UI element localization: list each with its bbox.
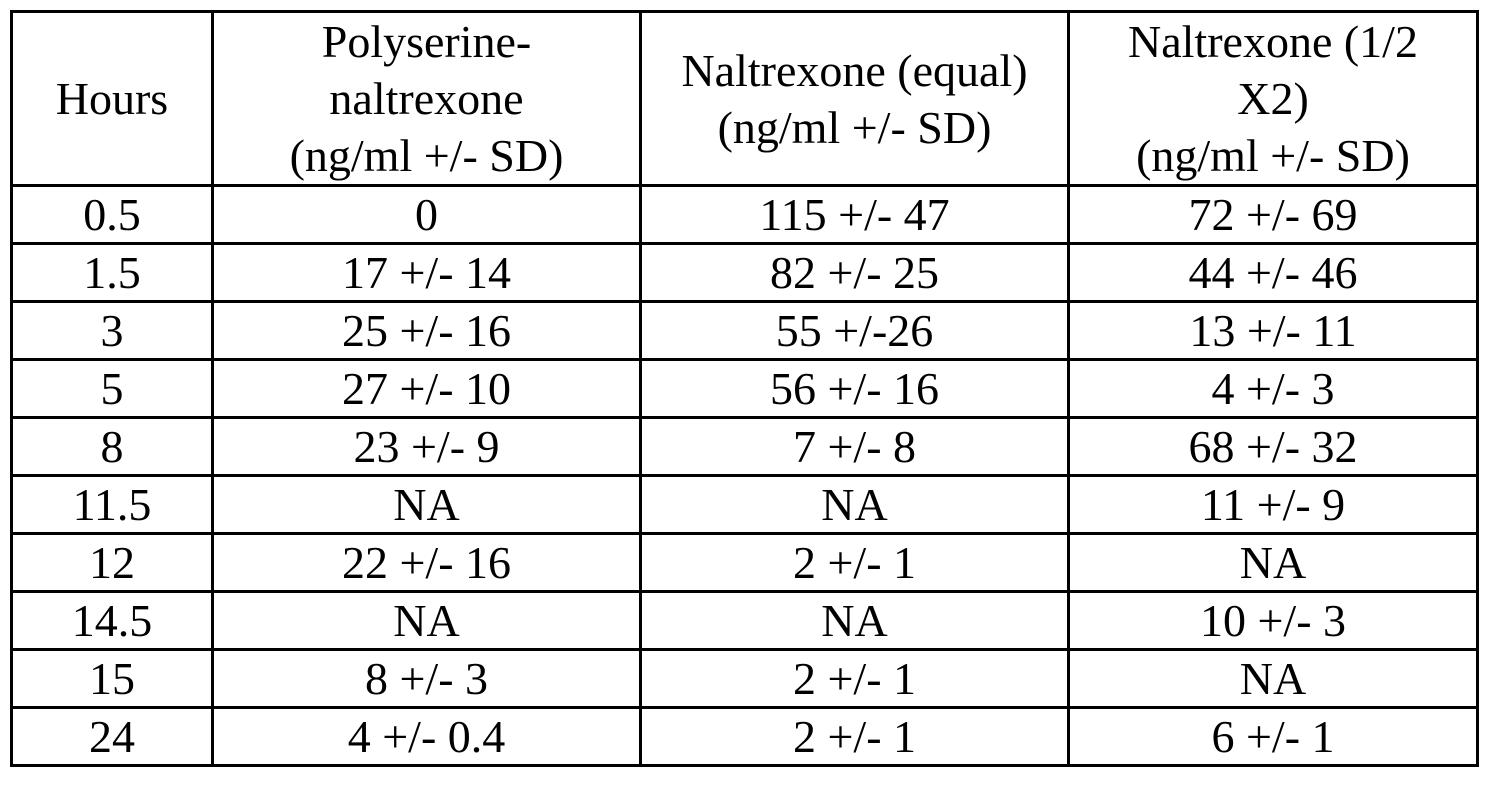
cell-naltrexone-half-x2: 11 +/- 9 bbox=[1069, 476, 1478, 534]
cell-hours: 12 bbox=[12, 534, 213, 592]
cell-naltrexone-equal: 115 +/- 47 bbox=[641, 186, 1069, 244]
cell-naltrexone-half-x2: 44 +/- 46 bbox=[1069, 244, 1478, 302]
cell-hours: 5 bbox=[12, 360, 213, 418]
header-naltrexone-half-x2: Naltrexone (1/2 X2) (ng/ml +/- SD) bbox=[1069, 12, 1478, 186]
cell-naltrexone-equal: 7 +/- 8 bbox=[641, 418, 1069, 476]
cell-hours: 3 bbox=[12, 302, 213, 360]
header-polyserine-naltrexone: Polyserine- naltrexone (ng/ml +/- SD) bbox=[213, 12, 641, 186]
cell-polyserine-naltrexone: 8 +/- 3 bbox=[213, 650, 641, 708]
table-row: 11.5NANA11 +/- 9 bbox=[12, 476, 1478, 534]
header-row: Hours Polyserine- naltrexone (ng/ml +/- … bbox=[12, 12, 1478, 186]
cell-hours: 24 bbox=[12, 708, 213, 766]
cell-hours: 14.5 bbox=[12, 592, 213, 650]
table-row: 527 +/- 1056 +/- 164 +/- 3 bbox=[12, 360, 1478, 418]
cell-polyserine-naltrexone: 22 +/- 16 bbox=[213, 534, 641, 592]
header-line: (ng/ml +/- SD) bbox=[214, 127, 639, 184]
cell-naltrexone-equal: 56 +/- 16 bbox=[641, 360, 1069, 418]
cell-polyserine-naltrexone: 23 +/- 9 bbox=[213, 418, 641, 476]
cell-polyserine-naltrexone: 27 +/- 10 bbox=[213, 360, 641, 418]
cell-polyserine-naltrexone: NA bbox=[213, 476, 641, 534]
table-row: 0.50115 +/- 4772 +/- 69 bbox=[12, 186, 1478, 244]
cell-polyserine-naltrexone: 4 +/- 0.4 bbox=[213, 708, 641, 766]
header-naltrexone-equal: Naltrexone (equal) (ng/ml +/- SD) bbox=[641, 12, 1069, 186]
table-row: 1222 +/- 162 +/- 1NA bbox=[12, 534, 1478, 592]
table-row: 244 +/- 0.42 +/- 16 +/- 1 bbox=[12, 708, 1478, 766]
cell-naltrexone-half-x2: 6 +/- 1 bbox=[1069, 708, 1478, 766]
table-row: 14.5NANA10 +/- 3 bbox=[12, 592, 1478, 650]
header-line: Naltrexone (equal) bbox=[642, 42, 1067, 99]
cell-naltrexone-equal: 2 +/- 1 bbox=[641, 708, 1069, 766]
cell-naltrexone-equal: 2 +/- 1 bbox=[641, 534, 1069, 592]
header-hours: Hours bbox=[12, 12, 213, 186]
cell-naltrexone-half-x2: 13 +/- 11 bbox=[1069, 302, 1478, 360]
cell-naltrexone-equal: 55 +/-26 bbox=[641, 302, 1069, 360]
cell-naltrexone-equal: NA bbox=[641, 592, 1069, 650]
table-body: 0.50115 +/- 4772 +/- 691.517 +/- 1482 +/… bbox=[12, 186, 1478, 766]
cell-polyserine-naltrexone: 0 bbox=[213, 186, 641, 244]
header-line: Polyserine- bbox=[214, 13, 639, 70]
table-row: 823 +/- 97 +/- 868 +/- 32 bbox=[12, 418, 1478, 476]
cell-hours: 0.5 bbox=[12, 186, 213, 244]
header-line: X2) bbox=[1070, 70, 1476, 127]
cell-naltrexone-equal: 2 +/- 1 bbox=[641, 650, 1069, 708]
cell-naltrexone-half-x2: NA bbox=[1069, 534, 1478, 592]
table-row: 158 +/- 32 +/- 1NA bbox=[12, 650, 1478, 708]
header-line: Naltrexone (1/2 bbox=[1070, 13, 1476, 70]
header-line: (ng/ml +/- SD) bbox=[1070, 127, 1476, 184]
cell-hours: 15 bbox=[12, 650, 213, 708]
header-line: (ng/ml +/- SD) bbox=[642, 99, 1067, 156]
table-header: Hours Polyserine- naltrexone (ng/ml +/- … bbox=[12, 12, 1478, 186]
data-table: Hours Polyserine- naltrexone (ng/ml +/- … bbox=[10, 10, 1479, 767]
cell-naltrexone-half-x2: NA bbox=[1069, 650, 1478, 708]
cell-hours: 1.5 bbox=[12, 244, 213, 302]
cell-naltrexone-half-x2: 4 +/- 3 bbox=[1069, 360, 1478, 418]
table-row: 1.517 +/- 1482 +/- 2544 +/- 46 bbox=[12, 244, 1478, 302]
cell-polyserine-naltrexone: NA bbox=[213, 592, 641, 650]
cell-naltrexone-half-x2: 68 +/- 32 bbox=[1069, 418, 1478, 476]
cell-naltrexone-half-x2: 10 +/- 3 bbox=[1069, 592, 1478, 650]
cell-naltrexone-equal: NA bbox=[641, 476, 1069, 534]
cell-hours: 11.5 bbox=[12, 476, 213, 534]
cell-polyserine-naltrexone: 17 +/- 14 bbox=[213, 244, 641, 302]
cell-naltrexone-equal: 82 +/- 25 bbox=[641, 244, 1069, 302]
header-line: naltrexone bbox=[214, 70, 639, 127]
header-line: Hours bbox=[13, 70, 211, 127]
cell-naltrexone-half-x2: 72 +/- 69 bbox=[1069, 186, 1478, 244]
table-row: 325 +/- 1655 +/-2613 +/- 11 bbox=[12, 302, 1478, 360]
cell-hours: 8 bbox=[12, 418, 213, 476]
cell-polyserine-naltrexone: 25 +/- 16 bbox=[213, 302, 641, 360]
